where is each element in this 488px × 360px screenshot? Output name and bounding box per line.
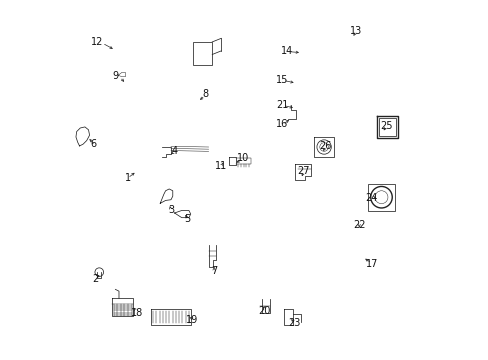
Text: 16: 16 xyxy=(275,120,288,129)
Text: 26: 26 xyxy=(318,141,331,151)
Text: 1: 1 xyxy=(124,173,131,183)
Text: 3: 3 xyxy=(167,206,174,216)
Text: 5: 5 xyxy=(183,215,190,224)
Text: 15: 15 xyxy=(275,75,288,85)
Text: 13: 13 xyxy=(349,26,361,36)
Text: 8: 8 xyxy=(202,89,208,99)
Text: 6: 6 xyxy=(91,139,97,149)
Text: 19: 19 xyxy=(186,315,198,325)
Text: 17: 17 xyxy=(365,259,377,269)
Text: 7: 7 xyxy=(210,266,217,276)
Text: 27: 27 xyxy=(297,166,309,176)
Text: 21: 21 xyxy=(275,100,288,110)
Text: 18: 18 xyxy=(130,308,143,318)
Text: 4: 4 xyxy=(171,146,177,156)
Bar xyxy=(367,184,394,211)
Text: 24: 24 xyxy=(365,193,377,203)
Text: 22: 22 xyxy=(352,220,365,230)
Text: 14: 14 xyxy=(281,46,293,56)
Text: 11: 11 xyxy=(215,161,227,171)
Text: 20: 20 xyxy=(258,306,270,316)
Text: 9: 9 xyxy=(112,71,118,81)
Bar xyxy=(192,42,212,65)
Bar xyxy=(379,118,395,135)
Text: 25: 25 xyxy=(379,121,391,131)
Text: 23: 23 xyxy=(288,319,300,328)
Text: 2: 2 xyxy=(92,274,99,284)
Text: 12: 12 xyxy=(91,37,103,47)
Text: 10: 10 xyxy=(236,153,248,163)
